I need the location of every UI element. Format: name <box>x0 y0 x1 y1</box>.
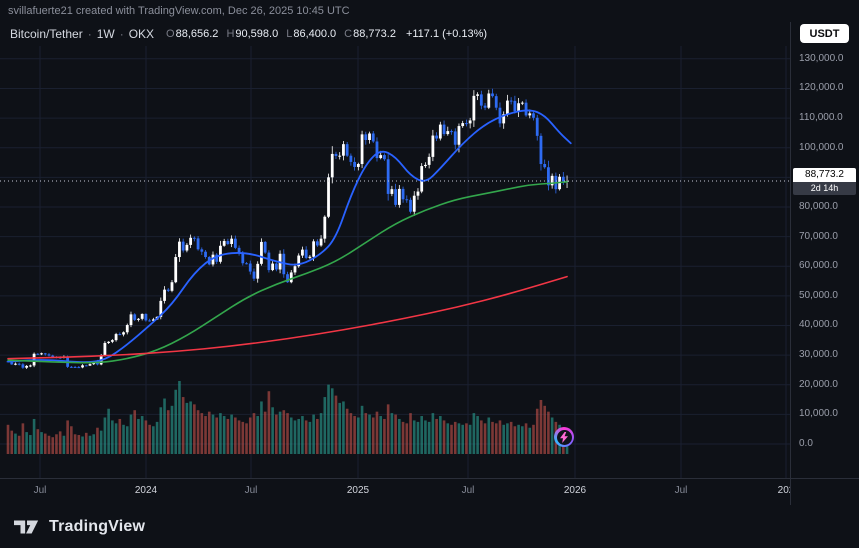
time-tick-label: Jul <box>33 485 47 496</box>
volume-bars <box>6 381 569 454</box>
price-tick-label: 0.0 <box>799 438 813 449</box>
price-tick-label: 80,000.0 <box>799 200 838 212</box>
legend[interactable]: Bitcoin/Tether · 1W · OKX O88,656.2 H90,… <box>10 27 487 41</box>
time-tick-label: Jul <box>674 485 688 496</box>
flash-icon <box>554 427 574 447</box>
close-value: 88,773.2 <box>353 28 396 40</box>
time-tick-label: 2025 <box>346 485 370 496</box>
low-label: L <box>286 28 293 40</box>
open-readout: O88,656.2 <box>166 28 218 40</box>
price-tick-label: 30,000.0 <box>799 349 838 361</box>
candle-countdown: 2d 14h <box>793 181 856 195</box>
price-tick-label: 110,000.0 <box>799 112 843 124</box>
price-tick-label: 50,000.0 <box>799 289 838 301</box>
legend-separator: · <box>87 27 92 41</box>
time-tick-label: Jul <box>244 485 258 496</box>
time-tick-label: 202 <box>777 485 790 496</box>
high-label: H <box>226 28 235 40</box>
ohlc-readout: O88,656.2 H90,598.0 L86,400.0 C88,773.2 … <box>166 28 487 40</box>
symbol-name[interactable]: Bitcoin/Tether <box>10 27 83 41</box>
open-label: O <box>166 28 175 40</box>
candlesticks <box>6 88 569 369</box>
exchange-label[interactable]: OKX <box>128 27 155 41</box>
time-tick-label: Jul <box>461 485 475 496</box>
ma-fast-line <box>7 109 572 364</box>
tradingview-logo-icon <box>14 520 39 533</box>
tradingview-wordmark: TradingView <box>49 517 146 535</box>
flash-icon-inner <box>556 429 572 445</box>
grid-vertical-lines <box>39 46 787 478</box>
time-tick-label: 2024 <box>134 485 158 496</box>
last-price-value: 88,773.2 <box>793 167 856 182</box>
tradingview-logo[interactable]: TradingView <box>14 517 145 537</box>
close-readout: C88,773.2 <box>344 28 396 40</box>
time-axis[interactable]: Jul 2024 Jul 2025 Jul 2026 Jul 202 <box>0 479 790 505</box>
price-tick-label: 100,000.0 <box>799 141 844 153</box>
high-value: 90,598.0 <box>235 28 279 40</box>
low-readout: L86,400.0 <box>286 28 336 40</box>
ma-slow-line <box>7 275 568 360</box>
legend-separator: · <box>119 27 124 41</box>
change-value: +117.1 (+0.13%) <box>405 28 488 40</box>
attribution-text: svillafuerte21 created with TradingView.… <box>8 5 350 17</box>
close-label: C <box>344 28 353 40</box>
footer-bar: TradingView <box>0 505 859 548</box>
ma-mid-line <box>7 180 568 364</box>
price-tick-label: 40,000.0 <box>799 319 838 331</box>
price-tick-label: 10,000.0 <box>799 408 838 420</box>
low-value: 86,400.0 <box>293 28 337 40</box>
interval-label[interactable]: 1W <box>96 27 115 41</box>
high-readout: H90,598.0 <box>226 28 278 40</box>
open-value: 88,656.2 <box>175 28 219 40</box>
price-tick-label: 130,000.0 <box>799 52 844 64</box>
lightning-bolt-icon <box>560 431 568 443</box>
currency-toggle-button[interactable]: USDT <box>800 24 849 43</box>
price-tick-label: 20,000.0 <box>799 378 838 390</box>
price-tick-label: 120,000.0 <box>799 82 844 94</box>
grid-horizontal-lines <box>0 58 790 445</box>
price-tick-label: 70,000.0 <box>799 230 838 242</box>
price-axis[interactable]: USDT 88,773.2 2d 14h 130,000.0 120,000.0 1… <box>791 0 859 505</box>
time-tick-label: 2026 <box>563 485 587 496</box>
price-tick-label: 60,000.0 <box>799 260 838 272</box>
last-price-badge: 88,773.2 2d 14h <box>793 167 856 195</box>
